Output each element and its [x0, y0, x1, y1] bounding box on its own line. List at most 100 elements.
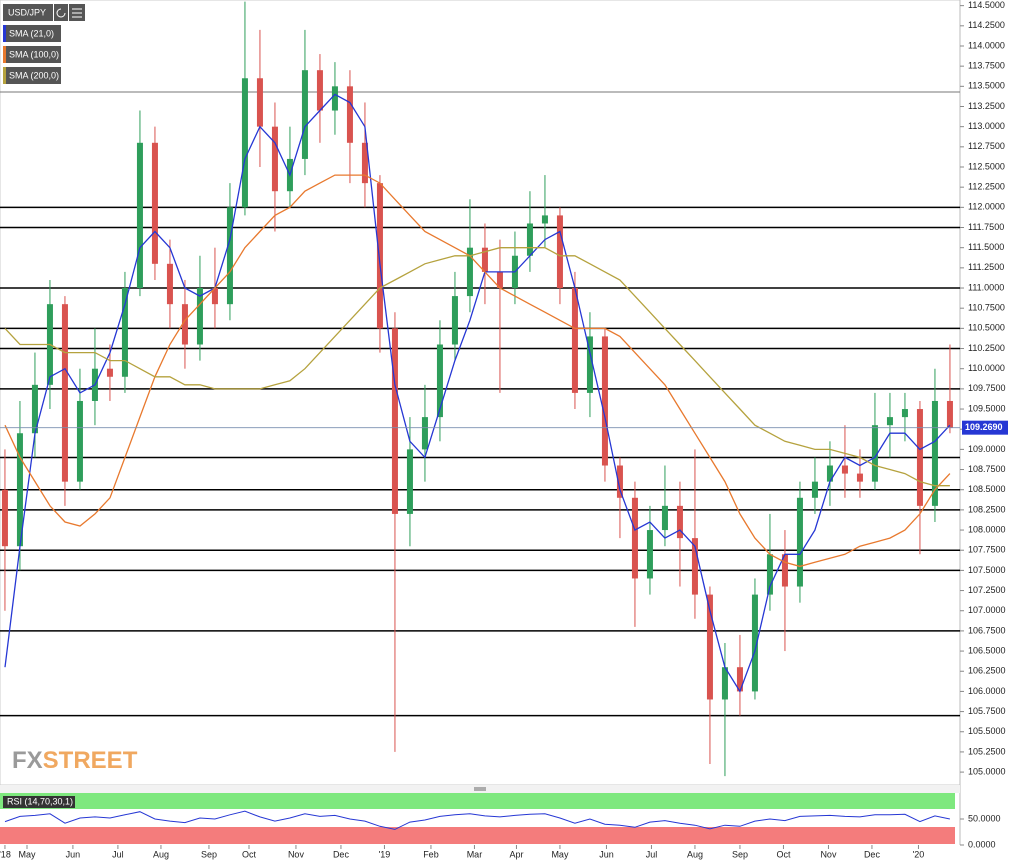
- y-tick-label: 113.5000: [968, 81, 1005, 91]
- candle-body: [166, 263, 173, 305]
- candle-body: [631, 497, 638, 579]
- y-tick-label: 114.2500: [968, 20, 1005, 30]
- candle-body: [931, 400, 938, 506]
- rsi-y-tick-label: 0.0000: [968, 839, 996, 849]
- sma-line: [4, 247, 950, 487]
- legend: USD/JPY SMA (21,0) SMA (100,0) SMA (200,0): [3, 4, 85, 84]
- candle-body: [796, 497, 803, 587]
- y-tick-label: 113.2500: [968, 101, 1005, 111]
- y-tick-label: 111.5000: [968, 242, 1004, 252]
- y-tick-label: 107.0000: [968, 605, 1006, 615]
- candle-body: [676, 505, 683, 539]
- candle-body: [226, 207, 233, 305]
- y-tick-label: 110.2500: [968, 343, 1005, 353]
- candle-body: [541, 215, 548, 224]
- y-tick-label: 109.7500: [968, 383, 1006, 393]
- candle-body: [196, 288, 203, 345]
- legend-swatch: [3, 25, 6, 42]
- y-tick-label: 112.0000: [968, 202, 1005, 212]
- y-tick-label: 108.5000: [968, 484, 1006, 494]
- x-tick-label: Nov: [820, 849, 837, 859]
- sma-line: [4, 174, 951, 568]
- settings-icon: [72, 8, 82, 18]
- x-tick-label: '19: [379, 849, 391, 859]
- candle-body: [151, 142, 158, 264]
- candle-body: [946, 400, 953, 428]
- legend-label: SMA (21,0): [9, 28, 54, 38]
- y-tick-label: 105.5000: [968, 726, 1006, 736]
- sma-line: [4, 93, 951, 693]
- symbol-box[interactable]: [3, 4, 53, 21]
- candle-body: [421, 417, 428, 450]
- x-tick-label: Oct: [242, 849, 257, 859]
- y-tick-label: 111.0000: [968, 282, 1004, 292]
- y-tick-label: 107.7500: [968, 545, 1006, 555]
- candle-body: [136, 142, 143, 289]
- candle-body: [691, 538, 698, 595]
- y-tick-label: 105.2500: [968, 746, 1006, 756]
- price-plot: [0, 0, 961, 786]
- x-tick-label: Jun: [66, 849, 81, 859]
- candle-body: [1, 489, 8, 547]
- legend-label: SMA (100,0): [9, 49, 59, 59]
- watermark: FXSTREET: [12, 747, 138, 774]
- candle-body: [661, 505, 668, 531]
- candle-body: [346, 86, 353, 143]
- candle-body: [391, 328, 398, 514]
- x-tick-label: Jul: [112, 849, 124, 859]
- pane-divider[interactable]: [0, 785, 960, 793]
- watermark-street: STREET: [43, 747, 138, 774]
- candle-body: [526, 223, 533, 256]
- candle-body: [646, 530, 653, 579]
- legend-box[interactable]: [3, 46, 61, 63]
- x-tick-label: Apr: [509, 849, 523, 859]
- legend-swatch: [3, 46, 6, 63]
- refresh-icon: [56, 8, 66, 18]
- x-tick-label: Jul: [646, 849, 658, 859]
- x-tick-label: May: [551, 849, 569, 859]
- candle-body: [556, 215, 563, 289]
- candle-body: [811, 481, 818, 498]
- refresh-button[interactable]: [54, 4, 68, 21]
- rsi-y-tick-label: 50.0000: [968, 813, 1001, 823]
- candle-body: [181, 304, 188, 345]
- y-tick-label: 108.0000: [968, 524, 1006, 534]
- x-tick-label: Aug: [153, 849, 169, 859]
- y-tick-label: 109.5000: [968, 403, 1006, 413]
- candle-body: [406, 449, 413, 514]
- y-tick-label: 113.7500: [968, 61, 1005, 71]
- y-tick-label: 105.7500: [968, 706, 1006, 716]
- candle-body: [211, 288, 218, 305]
- x-tick-label: Aug: [687, 849, 703, 859]
- y-tick-label: 106.2500: [968, 666, 1006, 676]
- candle-body: [376, 183, 383, 329]
- legend-box[interactable]: [3, 67, 61, 84]
- y-tick-label: 108.2500: [968, 504, 1006, 514]
- x-tick-label: '18: [0, 849, 11, 859]
- rsi-overbought-band: [0, 793, 955, 809]
- x-tick-label: Mar: [467, 849, 483, 859]
- symbol: USD/JPY: [8, 7, 46, 17]
- candle-body: [571, 288, 578, 393]
- candle-body: [721, 667, 728, 700]
- candle-body: [601, 336, 608, 466]
- candle-body: [271, 126, 278, 192]
- legend-box[interactable]: [3, 25, 61, 42]
- candle-body: [826, 465, 833, 482]
- candle-body: [871, 425, 878, 482]
- candle-body: [856, 473, 863, 482]
- y-tick-label: 112.2500: [968, 182, 1005, 192]
- candle-body: [781, 554, 788, 587]
- candle-body: [466, 247, 473, 297]
- y-tick-label: 111.2500: [968, 262, 1004, 272]
- candle-body: [481, 247, 488, 272]
- rsi-label-box[interactable]: [3, 796, 75, 808]
- y-tick-label: 110.7500: [968, 303, 1005, 313]
- x-tick-label: '20: [913, 849, 925, 859]
- candle-body: [331, 86, 338, 111]
- y-tick-label: 110.0000: [968, 363, 1005, 373]
- candle-body: [301, 70, 308, 159]
- candle-body: [61, 304, 68, 482]
- pane-handle[interactable]: [474, 787, 486, 791]
- rsi-line: [4, 810, 951, 830]
